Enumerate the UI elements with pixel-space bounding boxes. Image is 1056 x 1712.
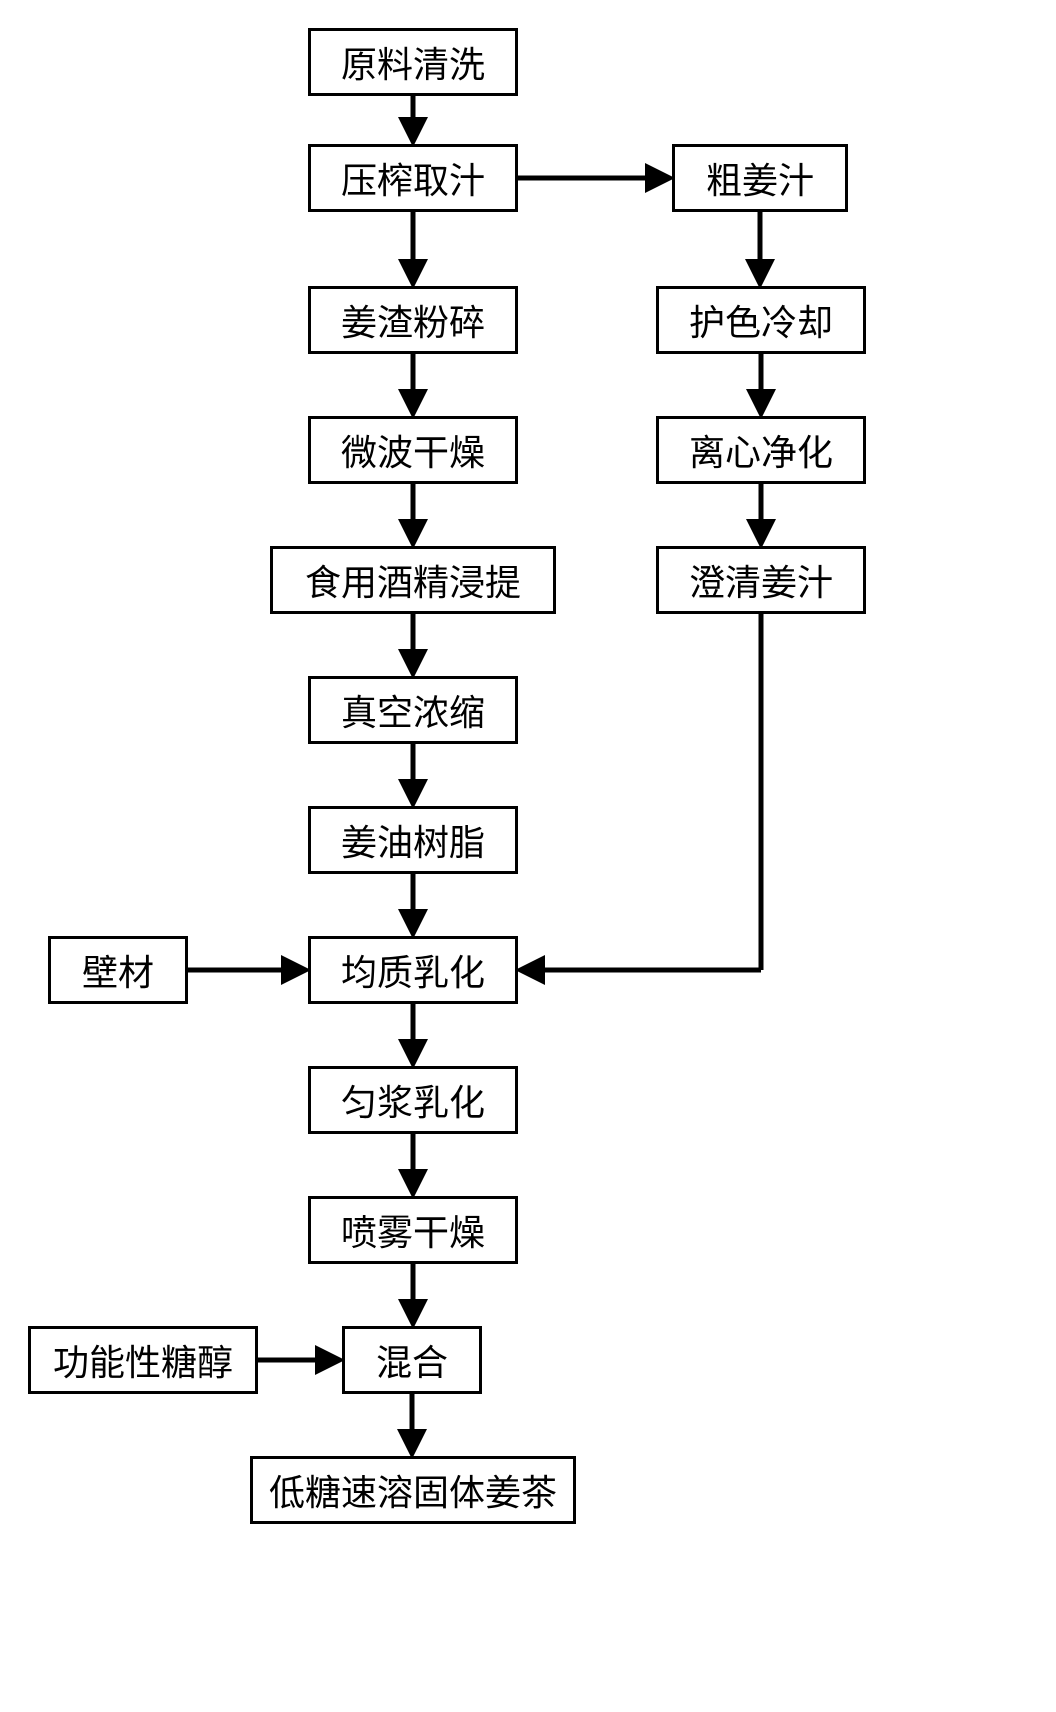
flowchart-node: 粗姜汁 [672,144,848,212]
flowchart-node: 微波干燥 [308,416,518,484]
flowchart-node: 喷雾干燥 [308,1196,518,1264]
flowchart-node: 均质乳化 [308,936,518,1004]
flowchart-node: 压榨取汁 [308,144,518,212]
flowchart-node: 护色冷却 [656,286,866,354]
flowchart-node: 混合 [342,1326,482,1394]
flowchart-node: 真空浓缩 [308,676,518,744]
flowchart-node: 食用酒精浸提 [270,546,556,614]
flowchart-node: 原料清洗 [308,28,518,96]
flowchart-node: 澄清姜汁 [656,546,866,614]
flowchart-node: 离心净化 [656,416,866,484]
process-flowchart: 原料清洗压榨取汁 粗姜汁姜渣粉碎 护色冷却微波干燥 离心净化食用酒精浸提 澄清姜汁真空浓… [0,0,1056,1712]
flowchart-node: 姜渣粉碎 [308,286,518,354]
flowchart-node: 匀浆乳化 [308,1066,518,1134]
flowchart-node: 姜油树脂 [308,806,518,874]
flowchart-node: 功能性糖醇 [28,1326,258,1394]
flowchart-node: 低糖速溶固体姜茶 [250,1456,576,1524]
flowchart-node: 壁材 [48,936,188,1004]
